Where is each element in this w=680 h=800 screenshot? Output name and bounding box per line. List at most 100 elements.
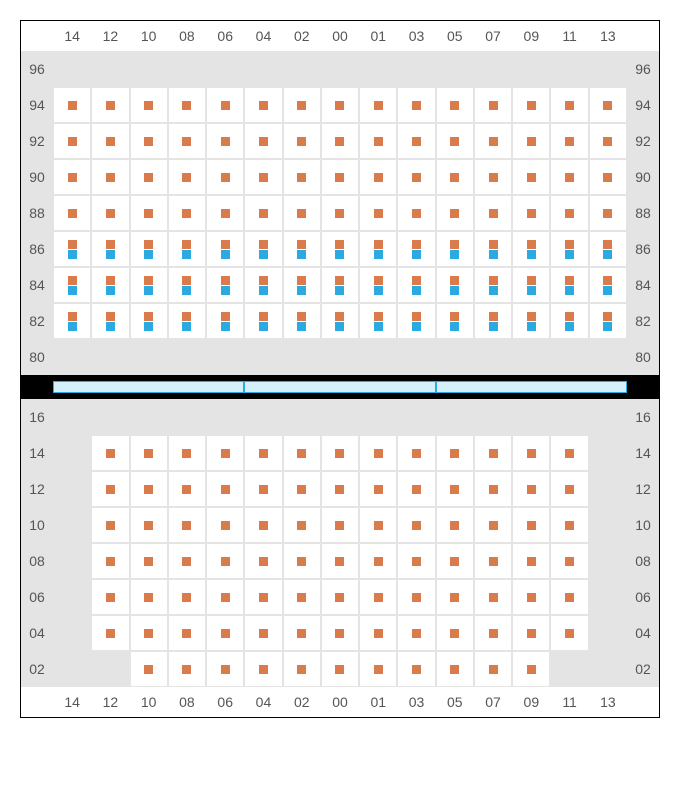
seat-marker[interactable] xyxy=(106,101,115,110)
seat-marker[interactable] xyxy=(144,209,153,218)
seat-marker[interactable] xyxy=(221,209,230,218)
seat-marker[interactable] xyxy=(259,629,268,638)
seat-marker[interactable] xyxy=(335,557,344,566)
seat-marker[interactable] xyxy=(144,101,153,110)
seat-marker[interactable] xyxy=(221,101,230,110)
seat-marker[interactable] xyxy=(374,485,383,494)
seat-marker[interactable] xyxy=(106,137,115,146)
seat-marker[interactable] xyxy=(221,250,230,259)
seat-marker[interactable] xyxy=(374,209,383,218)
seat-marker[interactable] xyxy=(221,629,230,638)
seat-marker[interactable] xyxy=(603,322,612,331)
seat-marker[interactable] xyxy=(259,449,268,458)
seat-marker[interactable] xyxy=(144,557,153,566)
seat-marker[interactable] xyxy=(489,173,498,182)
seat-marker[interactable] xyxy=(144,250,153,259)
seat-marker[interactable] xyxy=(335,593,344,602)
seat-marker[interactable] xyxy=(335,629,344,638)
seat-marker[interactable] xyxy=(603,286,612,295)
seat-marker[interactable] xyxy=(412,286,421,295)
seat-marker[interactable] xyxy=(527,101,536,110)
seat-marker[interactable] xyxy=(603,173,612,182)
seat-marker[interactable] xyxy=(527,665,536,674)
seat-marker[interactable] xyxy=(221,557,230,566)
seat-marker[interactable] xyxy=(603,137,612,146)
seat-marker[interactable] xyxy=(603,276,612,285)
seat-marker[interactable] xyxy=(412,557,421,566)
seat-marker[interactable] xyxy=(297,593,306,602)
seat-marker[interactable] xyxy=(527,240,536,249)
seat-marker[interactable] xyxy=(565,312,574,321)
seat-marker[interactable] xyxy=(412,240,421,249)
seat-marker[interactable] xyxy=(374,449,383,458)
seat-marker[interactable] xyxy=(221,593,230,602)
seat-marker[interactable] xyxy=(335,250,344,259)
seat-marker[interactable] xyxy=(182,173,191,182)
seat-marker[interactable] xyxy=(374,312,383,321)
seat-marker[interactable] xyxy=(527,286,536,295)
seat-marker[interactable] xyxy=(335,521,344,530)
seat-marker[interactable] xyxy=(182,137,191,146)
seat-marker[interactable] xyxy=(106,593,115,602)
seat-marker[interactable] xyxy=(182,286,191,295)
seat-marker[interactable] xyxy=(297,209,306,218)
seat-marker[interactable] xyxy=(565,485,574,494)
seat-marker[interactable] xyxy=(182,629,191,638)
seat-marker[interactable] xyxy=(450,276,459,285)
seat-marker[interactable] xyxy=(527,137,536,146)
seat-marker[interactable] xyxy=(297,665,306,674)
seat-marker[interactable] xyxy=(565,101,574,110)
seat-marker[interactable] xyxy=(68,276,77,285)
seat-marker[interactable] xyxy=(335,312,344,321)
seat-marker[interactable] xyxy=(182,250,191,259)
seat-marker[interactable] xyxy=(335,485,344,494)
seat-marker[interactable] xyxy=(106,557,115,566)
seat-marker[interactable] xyxy=(489,240,498,249)
seat-marker[interactable] xyxy=(565,209,574,218)
seat-marker[interactable] xyxy=(144,593,153,602)
seat-marker[interactable] xyxy=(603,101,612,110)
seat-marker[interactable] xyxy=(182,312,191,321)
seat-marker[interactable] xyxy=(68,101,77,110)
seat-marker[interactable] xyxy=(297,240,306,249)
seat-marker[interactable] xyxy=(259,665,268,674)
seat-marker[interactable] xyxy=(374,629,383,638)
seat-marker[interactable] xyxy=(221,665,230,674)
seat-marker[interactable] xyxy=(527,322,536,331)
seat-marker[interactable] xyxy=(450,629,459,638)
seat-marker[interactable] xyxy=(527,312,536,321)
seat-marker[interactable] xyxy=(335,665,344,674)
seat-marker[interactable] xyxy=(450,209,459,218)
seat-marker[interactable] xyxy=(489,593,498,602)
seat-marker[interactable] xyxy=(489,312,498,321)
seat-marker[interactable] xyxy=(489,449,498,458)
seat-marker[interactable] xyxy=(297,312,306,321)
seat-marker[interactable] xyxy=(374,276,383,285)
seat-marker[interactable] xyxy=(221,286,230,295)
seat-marker[interactable] xyxy=(489,665,498,674)
seat-marker[interactable] xyxy=(450,557,459,566)
seat-marker[interactable] xyxy=(106,173,115,182)
seat-marker[interactable] xyxy=(450,250,459,259)
seat-marker[interactable] xyxy=(106,250,115,259)
seat-marker[interactable] xyxy=(68,137,77,146)
seat-marker[interactable] xyxy=(297,276,306,285)
seat-marker[interactable] xyxy=(259,322,268,331)
seat-marker[interactable] xyxy=(374,322,383,331)
seat-marker[interactable] xyxy=(144,485,153,494)
seat-marker[interactable] xyxy=(68,250,77,259)
seat-marker[interactable] xyxy=(297,101,306,110)
seat-marker[interactable] xyxy=(450,137,459,146)
seat-marker[interactable] xyxy=(259,240,268,249)
seat-marker[interactable] xyxy=(412,137,421,146)
seat-marker[interactable] xyxy=(259,209,268,218)
seat-marker[interactable] xyxy=(374,557,383,566)
seat-marker[interactable] xyxy=(144,629,153,638)
seat-marker[interactable] xyxy=(335,276,344,285)
seat-marker[interactable] xyxy=(106,209,115,218)
seat-marker[interactable] xyxy=(489,286,498,295)
seat-marker[interactable] xyxy=(374,101,383,110)
seat-marker[interactable] xyxy=(450,593,459,602)
seat-marker[interactable] xyxy=(221,137,230,146)
seat-marker[interactable] xyxy=(374,137,383,146)
